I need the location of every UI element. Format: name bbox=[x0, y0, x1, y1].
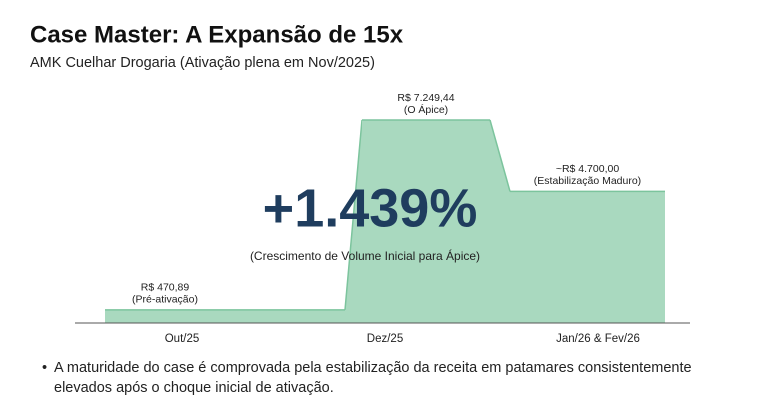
headline-caption: (Crescimento de Volume Inicial para Ápic… bbox=[250, 248, 480, 263]
x-tick-label: Jan/26 & Fev/26 bbox=[556, 333, 640, 345]
x-tick-label: Dez/25 bbox=[367, 333, 403, 345]
bullet: • A maturidade do case é comprovada pela … bbox=[42, 358, 742, 398]
value-label: R$ 7.249,44 bbox=[397, 92, 454, 104]
annotation: (Estabilização Maduro) bbox=[534, 175, 641, 187]
chart: Case Master: A Expansão de 15x AMK Cuelh… bbox=[30, 21, 690, 345]
area-plateau bbox=[105, 309, 345, 323]
value-label: R$ 470,89 bbox=[141, 282, 190, 294]
chart-title: Case Master: A Expansão de 15x bbox=[30, 21, 404, 48]
annotation: (O Ápice) bbox=[404, 103, 448, 116]
area-plateau bbox=[362, 120, 490, 323]
chart-subtitle: AMK Cuelhar Drogaria (Ativação plena em … bbox=[30, 55, 375, 71]
ramp-edge bbox=[344, 119, 363, 310]
ramp-edge bbox=[489, 119, 511, 192]
value-label: ~R$ 4.700,00 bbox=[556, 163, 620, 175]
x-tick-label: Out/25 bbox=[165, 333, 200, 345]
headline: +1.439% bbox=[263, 178, 478, 238]
bullet-text: A maturidade do case é comprovada pela e… bbox=[54, 360, 692, 396]
bullet-dot: • bbox=[42, 360, 48, 376]
ramp bbox=[490, 120, 510, 323]
annotation: (Pré-ativação) bbox=[132, 294, 198, 306]
area-plateau bbox=[510, 191, 665, 323]
